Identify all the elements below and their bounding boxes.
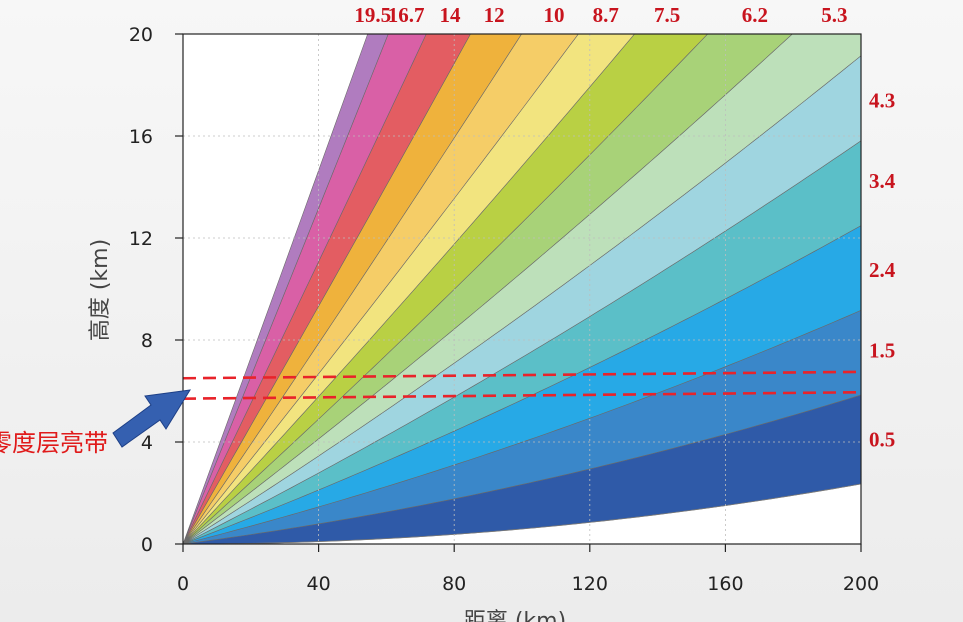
axis-ticks: 0 40 80 120 160 200 0 4 8 12 16 20 — [129, 24, 879, 595]
bright-band-lines — [183, 370, 861, 400]
elevation-label-top: 12 — [484, 3, 505, 27]
y-tick-label: 0 — [141, 534, 153, 556]
elevation-label-top: 5.3 — [821, 3, 847, 27]
elevation-label-right: 4.3 — [869, 88, 895, 112]
y-tick-label: 8 — [141, 330, 153, 352]
x-tick-label: 40 — [307, 573, 331, 595]
elevation-label-right: 1.5 — [869, 338, 895, 362]
beam-bands — [183, 34, 861, 544]
bright-band-line — [183, 370, 861, 380]
elevation-label-right: 3.4 — [869, 169, 896, 193]
elevation-label-top: 8.7 — [593, 3, 619, 27]
x-tick-label: 0 — [177, 573, 189, 595]
x-tick-label: 200 — [843, 573, 879, 595]
x-axis-label: 距离 (km) — [464, 609, 566, 622]
x-tick-label: 120 — [572, 573, 608, 595]
y-tick-label: 16 — [129, 126, 153, 148]
elevation-label-top: 16.7 — [388, 3, 425, 27]
plot-frame — [182, 33, 862, 545]
elevation-label-top: 10 — [543, 3, 564, 27]
elevation-label-right: 0.5 — [869, 427, 895, 451]
y-tick-label: 12 — [129, 228, 153, 250]
x-tick-label: 80 — [442, 573, 466, 595]
y-tick-label: 20 — [129, 24, 153, 46]
elevation-label-top: 19.5 — [354, 3, 391, 27]
elevation-label-top: 14 — [439, 3, 461, 27]
beam-band — [183, 34, 427, 544]
bright-band-line — [183, 390, 861, 400]
earth-curvature-line — [183, 483, 861, 544]
y-tick-label: 4 — [141, 432, 153, 454]
elevation-label-right: 2.4 — [869, 258, 896, 282]
beam-band — [183, 34, 389, 544]
elevation-labels: 19.516.7 14 12 10 8.7 7.5 6.2 5.3 4.3 3.4 2.4 1.5 0.… — [354, 3, 895, 451]
bright-band-arrow-icon — [112, 389, 191, 448]
grid-lines — [183, 34, 861, 544]
bright-band-annotation: 零度层亮带 — [0, 429, 108, 457]
x-tick-label: 160 — [707, 573, 743, 595]
elevation-label-top: 7.5 — [654, 3, 680, 27]
y-axis-label: 高度 (km) — [88, 239, 113, 341]
elevation-label-top: 6.2 — [742, 3, 768, 27]
